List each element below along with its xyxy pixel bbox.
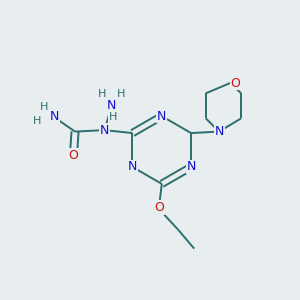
Text: N: N	[107, 99, 116, 112]
Text: H: H	[109, 112, 118, 122]
Text: H: H	[117, 89, 125, 99]
Text: H: H	[33, 116, 41, 126]
Text: O: O	[231, 76, 241, 89]
Text: N: N	[157, 110, 167, 123]
Text: N: N	[214, 125, 224, 138]
Text: N: N	[50, 110, 59, 123]
Text: N: N	[100, 124, 109, 136]
Text: N: N	[128, 160, 137, 173]
Text: H: H	[98, 89, 106, 99]
Text: O: O	[69, 149, 79, 162]
Text: O: O	[154, 201, 164, 214]
Text: N: N	[186, 160, 196, 173]
Text: H: H	[40, 102, 48, 112]
